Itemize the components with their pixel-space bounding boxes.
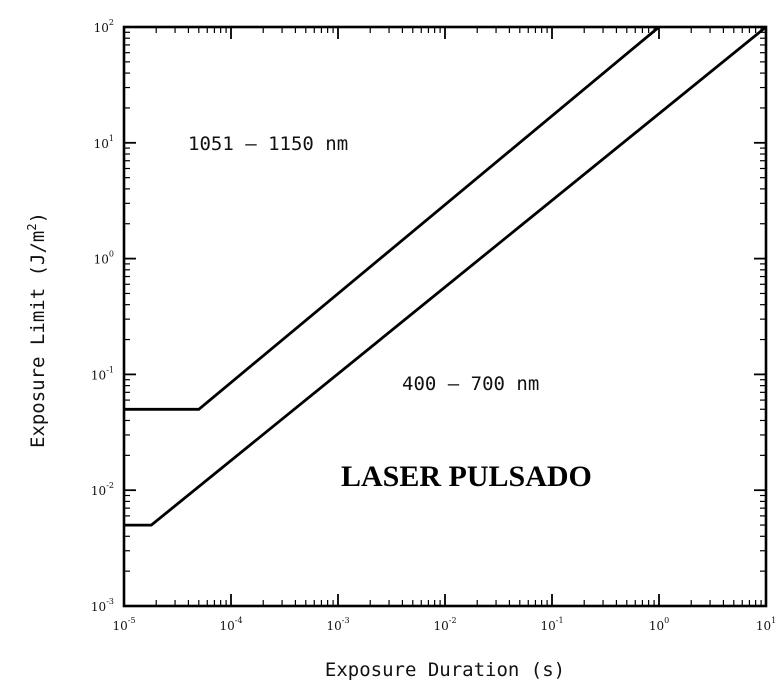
- y-tick-label: 100: [94, 250, 114, 267]
- x-tick-label: 10-4: [219, 616, 242, 633]
- x-axis-title: Exposure Duration (s): [325, 659, 565, 681]
- x-tick-label: 10-1: [540, 616, 563, 633]
- series-layer: [124, 25, 767, 527]
- tick-labels-layer: 10-5 10-4 10-3 10-2 10-1 100 101 10-3 10-2 10-1 10…: [91, 18, 776, 633]
- x-tick-label: 10-3: [326, 616, 349, 633]
- label-400-700-nm: 400 – 700 nm: [402, 373, 539, 395]
- x-tick-label: 100: [649, 616, 669, 633]
- y-axis-title-sup: 2: [25, 223, 39, 230]
- y-tick-label: 10-1: [91, 365, 114, 382]
- series-line-s400: [124, 25, 767, 527]
- y-tick-label: 10-3: [91, 597, 114, 614]
- x-tick-label: 10-2: [433, 616, 456, 633]
- label-1051-1150-nm: 1051 – 1150 nm: [188, 133, 348, 155]
- y-tick-label: 102: [94, 18, 114, 35]
- ticks-layer: [123, 26, 767, 607]
- y-axis-title: Exposure Limit (J/m2): [25, 212, 49, 448]
- x-tick-label: 101: [756, 616, 776, 633]
- plot-frame: [122, 25, 768, 608]
- y-tick-label: 10-2: [91, 481, 114, 498]
- y-axis-title-main: Exposure Limit (J/m: [27, 231, 49, 448]
- x-tick-label: 10-5: [112, 616, 135, 633]
- y-axis-title-end: ): [27, 212, 49, 223]
- laser-pulsado-title: LASER PULSADO: [341, 460, 592, 493]
- y-tick-label: 101: [94, 134, 114, 151]
- series-line-s1051: [124, 25, 660, 411]
- y-axis-title-group: Exposure Limit (J/m2): [25, 212, 49, 448]
